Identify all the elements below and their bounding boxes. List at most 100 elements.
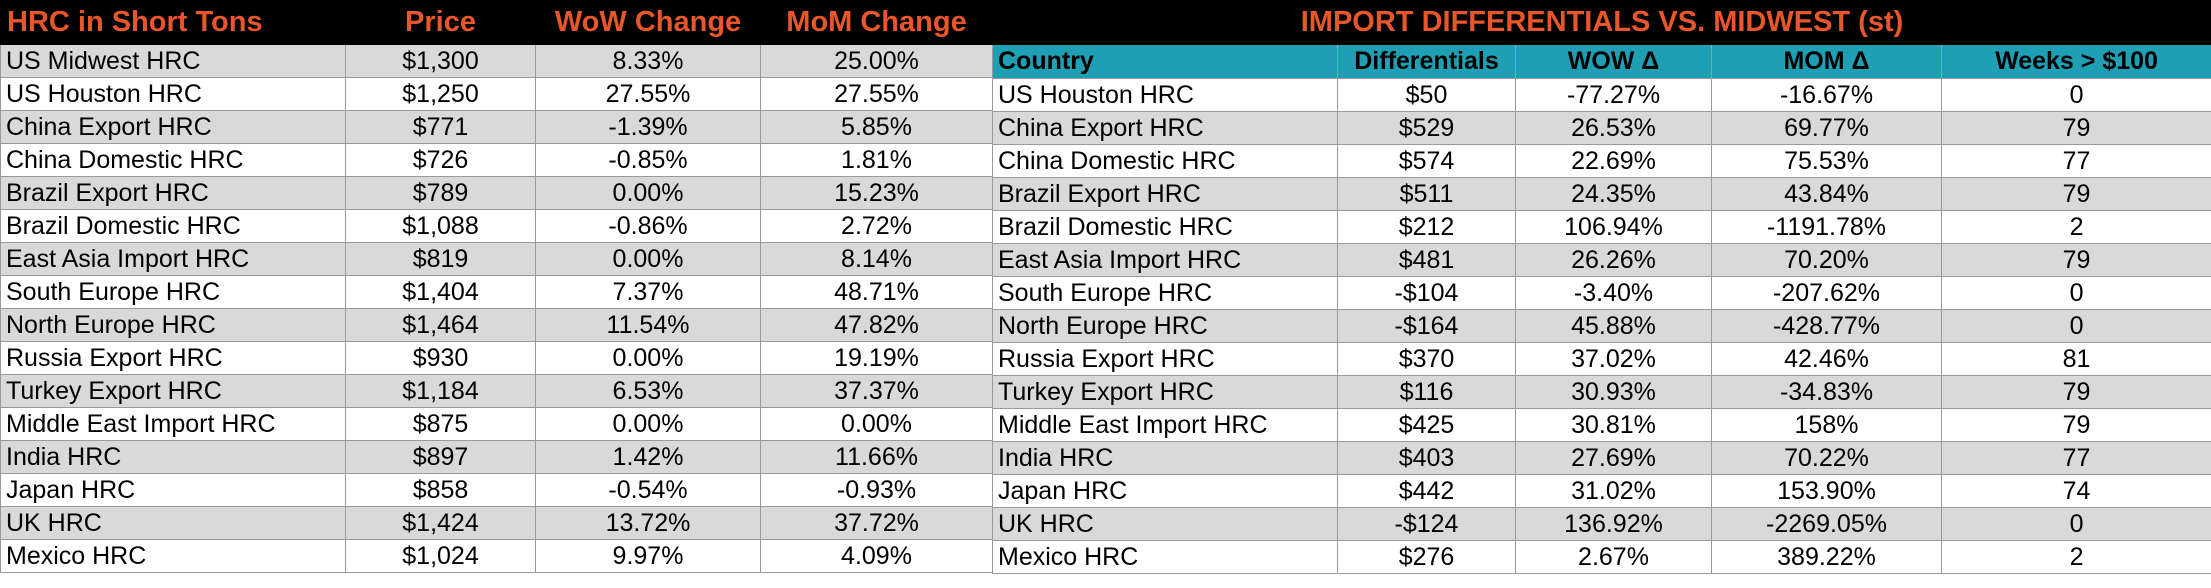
left-header-cell: WoW Change	[535, 0, 761, 45]
product-name-cell: Japan HRC	[0, 473, 346, 507]
table-row: North Europe HRC -$164 45.88% -428.77% 0	[992, 309, 2211, 343]
value-cell: -0.54%	[535, 473, 761, 507]
value-cell: $1,250	[345, 77, 536, 111]
value-cell: $819	[345, 242, 536, 276]
right-title-row: IMPORT DIFFERENTIALS VS. MIDWEST (st)	[991, 0, 2211, 45]
value-cell: 27.55%	[760, 77, 993, 111]
value-cell: 79	[1940, 408, 2211, 442]
table-row: China Export HRC $529 26.53% 69.77% 79	[992, 111, 2211, 145]
product-name-cell: Middle East Import HRC	[0, 407, 346, 441]
value-cell: 27.69%	[1515, 441, 1712, 475]
country-name-cell: China Export HRC	[992, 111, 1338, 145]
right-header-row: Country Differentials WOW Δ MOM Δ Weeks > $1…	[992, 44, 2211, 79]
value-cell: $930	[345, 341, 536, 375]
country-name-cell: US Houston HRC	[992, 78, 1338, 112]
country-name-cell: Brazil Export HRC	[992, 177, 1338, 211]
value-cell: 8.14%	[760, 242, 993, 276]
product-name-cell: China Export HRC	[0, 110, 346, 144]
value-cell: $276	[1337, 540, 1516, 574]
table-row: Brazil Domestic HRC $1,088 -0.86% 2.72%	[0, 209, 993, 243]
value-cell: -77.27%	[1515, 78, 1712, 112]
import-differentials-title: IMPORT DIFFERENTIALS VS. MIDWEST (st)	[991, 0, 2211, 45]
value-cell: $897	[345, 440, 536, 474]
value-cell: 24.35%	[1515, 177, 1712, 211]
value-cell: 79	[1940, 111, 2211, 145]
left-title-row: HRC in Short Tons Price WoW Change MoM Chan…	[0, 0, 993, 45]
value-cell: 37.72%	[760, 506, 993, 540]
value-cell: 2.67%	[1515, 540, 1712, 574]
table-row: South Europe HRC $1,404 7.37% 48.71%	[0, 275, 993, 309]
value-cell: 27.55%	[535, 77, 761, 111]
product-name-cell: Brazil Export HRC	[0, 176, 346, 210]
left-header-cell: HRC in Short Tons	[0, 0, 346, 45]
country-name-cell: North Europe HRC	[992, 309, 1338, 343]
table-row: India HRC $897 1.42% 11.66%	[0, 440, 993, 474]
table-row: US Midwest HRC $1,300 8.33% 25.00%	[0, 44, 993, 78]
value-cell: 9.97%	[535, 539, 761, 573]
value-cell: -0.85%	[535, 143, 761, 177]
country-name-cell: China Domestic HRC	[992, 144, 1338, 178]
value-cell: 37.02%	[1515, 342, 1712, 376]
value-cell: -0.86%	[535, 209, 761, 243]
value-cell: 45.88%	[1515, 309, 1712, 343]
value-cell: 77	[1940, 144, 2211, 178]
product-name-cell: North Europe HRC	[0, 308, 346, 342]
value-cell: -1.39%	[535, 110, 761, 144]
value-cell: 6.53%	[535, 374, 761, 408]
value-cell: $771	[345, 110, 536, 144]
value-cell: 0	[1940, 309, 2211, 343]
value-cell: -$124	[1337, 507, 1516, 541]
table-row: Brazil Export HRC $789 0.00% 15.23%	[0, 176, 993, 210]
product-name-cell: Brazil Domestic HRC	[0, 209, 346, 243]
table-row: UK HRC $1,424 13.72% 37.72%	[0, 506, 993, 540]
value-cell: $789	[345, 176, 536, 210]
country-name-cell: Middle East Import HRC	[992, 408, 1338, 442]
product-name-cell: East Asia Import HRC	[0, 242, 346, 276]
value-cell: 2.72%	[760, 209, 993, 243]
left-header-cell: Price	[345, 0, 536, 45]
value-cell: 26.53%	[1515, 111, 1712, 145]
value-cell: 26.26%	[1515, 243, 1712, 277]
table-row: Turkey Export HRC $1,184 6.53% 37.37%	[0, 374, 993, 408]
value-cell: 37.37%	[760, 374, 993, 408]
value-cell: 389.22%	[1711, 540, 1942, 574]
value-cell: 0	[1940, 507, 2211, 541]
value-cell: 0.00%	[535, 176, 761, 210]
value-cell: -$164	[1337, 309, 1516, 343]
value-cell: -207.62%	[1711, 276, 1942, 310]
country-name-cell: India HRC	[992, 441, 1338, 475]
product-name-cell: Mexico HRC	[0, 539, 346, 573]
value-cell: -2269.05%	[1711, 507, 1942, 541]
column-header: Differentials	[1337, 44, 1516, 79]
value-cell: 1.42%	[535, 440, 761, 474]
value-cell: 19.19%	[760, 341, 993, 375]
table-row: South Europe HRC -$104 -3.40% -207.62% 0	[992, 276, 2211, 310]
column-header: MOM Δ	[1711, 44, 1942, 79]
table-row: Brazil Export HRC $511 24.35% 43.84% 79	[992, 177, 2211, 211]
value-cell: 11.54%	[535, 308, 761, 342]
value-cell: $574	[1337, 144, 1516, 178]
value-cell: 5.85%	[760, 110, 993, 144]
value-cell: -16.67%	[1711, 78, 1942, 112]
value-cell: $1,024	[345, 539, 536, 573]
value-cell: $1,184	[345, 374, 536, 408]
table-row: Japan HRC $442 31.02% 153.90% 74	[992, 474, 2211, 508]
value-cell: -34.83%	[1711, 375, 1942, 409]
value-cell: $726	[345, 143, 536, 177]
table-row: UK HRC -$124 136.92% -2269.05% 0	[992, 507, 2211, 541]
table-row: East Asia Import HRC $481 26.26% 70.20% 79	[992, 243, 2211, 277]
column-header: WOW Δ	[1515, 44, 1712, 79]
table-row: India HRC $403 27.69% 70.22% 77	[992, 441, 2211, 475]
table-row: Mexico HRC $276 2.67% 389.22% 2	[992, 540, 2211, 574]
table-row: Middle East Import HRC $425 30.81% 158% 79	[992, 408, 2211, 442]
country-name-cell: East Asia Import HRC	[992, 243, 1338, 277]
country-name-cell: South Europe HRC	[992, 276, 1338, 310]
country-name-cell: UK HRC	[992, 507, 1338, 541]
product-name-cell: UK HRC	[0, 506, 346, 540]
value-cell: 4.09%	[760, 539, 993, 573]
value-cell: $442	[1337, 474, 1516, 508]
table-row: Russia Export HRC $370 37.02% 42.46% 81	[992, 342, 2211, 376]
product-name-cell: Turkey Export HRC	[0, 374, 346, 408]
value-cell: 42.46%	[1711, 342, 1942, 376]
value-cell: 79	[1940, 243, 2211, 277]
